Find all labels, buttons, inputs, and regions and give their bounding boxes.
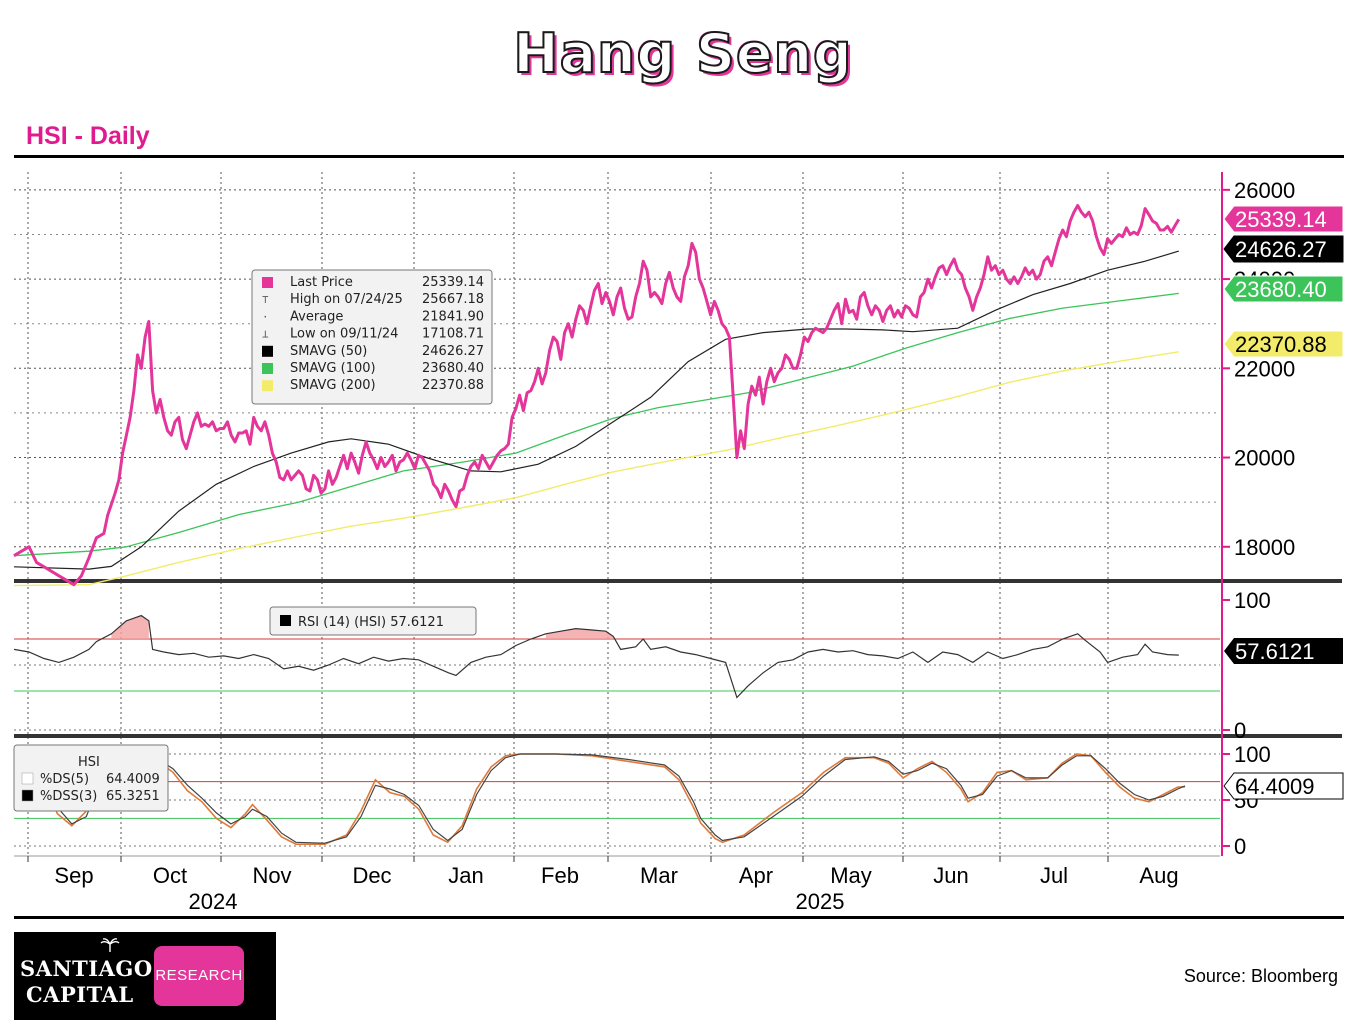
legend-label: SMAVG (100) [290, 361, 376, 376]
x-tick-label: Jul [1040, 863, 1068, 888]
chart-subtitle: HSI - Daily [26, 122, 150, 150]
legend-swatch [262, 380, 273, 392]
research-badge-label: RESEARCH [155, 967, 243, 984]
legend-swatch [262, 363, 273, 374]
legend-swatch [21, 772, 34, 785]
x-tick-label: Aug [1139, 863, 1178, 888]
y-tick-label: 18000 [1234, 535, 1295, 560]
panel-separator [14, 734, 1342, 738]
x-tick-label: Dec [352, 863, 391, 888]
stoch-legend [13, 744, 169, 812]
stoch-dss-line [13, 753, 1186, 844]
x-year-label: 2024 [189, 889, 238, 914]
legend-value: 25339.14 [422, 275, 484, 290]
legend-swatch [280, 615, 291, 626]
sma100-line [13, 292, 1179, 557]
rsi-value-label-text: 57.6121 [1235, 639, 1315, 664]
x-year-label: 2025 [796, 889, 845, 914]
legend-marker: ⊥ [262, 328, 269, 341]
legend-value: 23680.40 [422, 361, 484, 376]
y-tick-label: 20000 [1234, 446, 1295, 471]
stoch-legend-value: 65.3251 [106, 789, 160, 804]
legend-value: 25667.18 [422, 292, 484, 307]
y-tick-label: 22000 [1234, 356, 1295, 381]
x-tick-label: Feb [541, 863, 579, 888]
santiago-capital-logo: SANTIAGO CAPITAL RESEARCH [14, 932, 276, 1020]
source-note: Source: Bloomberg [1183, 966, 1338, 986]
legend-swatch [262, 277, 273, 288]
stoch-legend-title: HSI [78, 755, 100, 770]
research-badge: RESEARCH [154, 946, 244, 1006]
rsi-overbought-fill [111, 615, 149, 639]
palm-icon [100, 938, 120, 952]
x-tick-label: Apr [739, 863, 773, 888]
price-value-label [1223, 275, 1344, 303]
y-tick-label: 26000 [1234, 178, 1295, 203]
top-divider [14, 155, 1344, 158]
legend-value: 22370.88 [422, 378, 484, 393]
price-value-label [1223, 235, 1344, 263]
x-tick-label: Jan [448, 863, 483, 888]
chart-title: Hang Seng [512, 21, 853, 86]
legend-swatch [262, 345, 273, 357]
legend-label: SMAVG (200) [290, 378, 376, 393]
logo-brand-line2: CAPITAL [26, 982, 134, 1007]
stoch-value-label [1223, 772, 1344, 800]
legend-value: 21841.90 [422, 309, 484, 324]
x-tick-label: May [830, 863, 872, 888]
price-value-label-text: 25339.14 [1235, 207, 1327, 232]
y-tick-label: 0 [1234, 718, 1246, 743]
rsi-legend-label: RSI (14) (HSI) 57.6121 [298, 615, 444, 630]
rsi-legend [269, 606, 477, 636]
panel-separator [14, 579, 1342, 583]
y-tick-label: 100 [1234, 588, 1271, 613]
price-legend [251, 269, 493, 405]
x-tick-label: Jun [933, 863, 968, 888]
x-tick-label: Sep [54, 863, 93, 888]
price-value-label-text: 22370.88 [1235, 332, 1327, 357]
legend-marker: · [262, 310, 269, 323]
legend-swatch [21, 789, 34, 802]
stoch-legend-label: %DSS(3) [40, 789, 97, 804]
stoch-ds-line [13, 753, 1186, 846]
y-tick-label: 100 [1234, 742, 1271, 767]
stoch-legend-value: 64.4009 [106, 772, 160, 787]
price-value-label [1223, 205, 1344, 233]
rsi-value-label [1224, 638, 1343, 664]
bottom-divider [14, 916, 1344, 919]
legend-value: 17108.71 [422, 327, 484, 342]
price-value-label-text: 24626.27 [1235, 237, 1327, 262]
y-tick-label: 0 [1234, 834, 1246, 859]
price-value-label [1223, 330, 1344, 358]
legend-label: Last Price [290, 275, 353, 290]
x-tick-label: Oct [153, 863, 187, 888]
x-tick-label: Mar [640, 863, 678, 888]
x-tick-label: Nov [252, 863, 291, 888]
stoch-legend-label: %DS(5) [40, 772, 89, 787]
rsi-overbought-fill [545, 628, 614, 639]
price-value-label-text: 23680.40 [1235, 277, 1327, 302]
logo-brand-line1: SANTIAGO [20, 956, 153, 981]
legend-label: High on 07/24/25 [290, 292, 403, 307]
stoch-value-label-text: 64.4009 [1235, 774, 1315, 799]
legend-label: Low on 09/11/24 [290, 327, 398, 342]
sma50-line [13, 250, 1179, 570]
last-price-line [13, 204, 1181, 587]
legend-label: SMAVG (50) [290, 344, 367, 359]
sma200-line [13, 351, 1179, 587]
legend-marker: ⊤ [262, 293, 269, 306]
rsi-line [13, 614, 1179, 699]
legend-label: Average [290, 309, 343, 324]
legend-value: 24626.27 [422, 344, 484, 359]
